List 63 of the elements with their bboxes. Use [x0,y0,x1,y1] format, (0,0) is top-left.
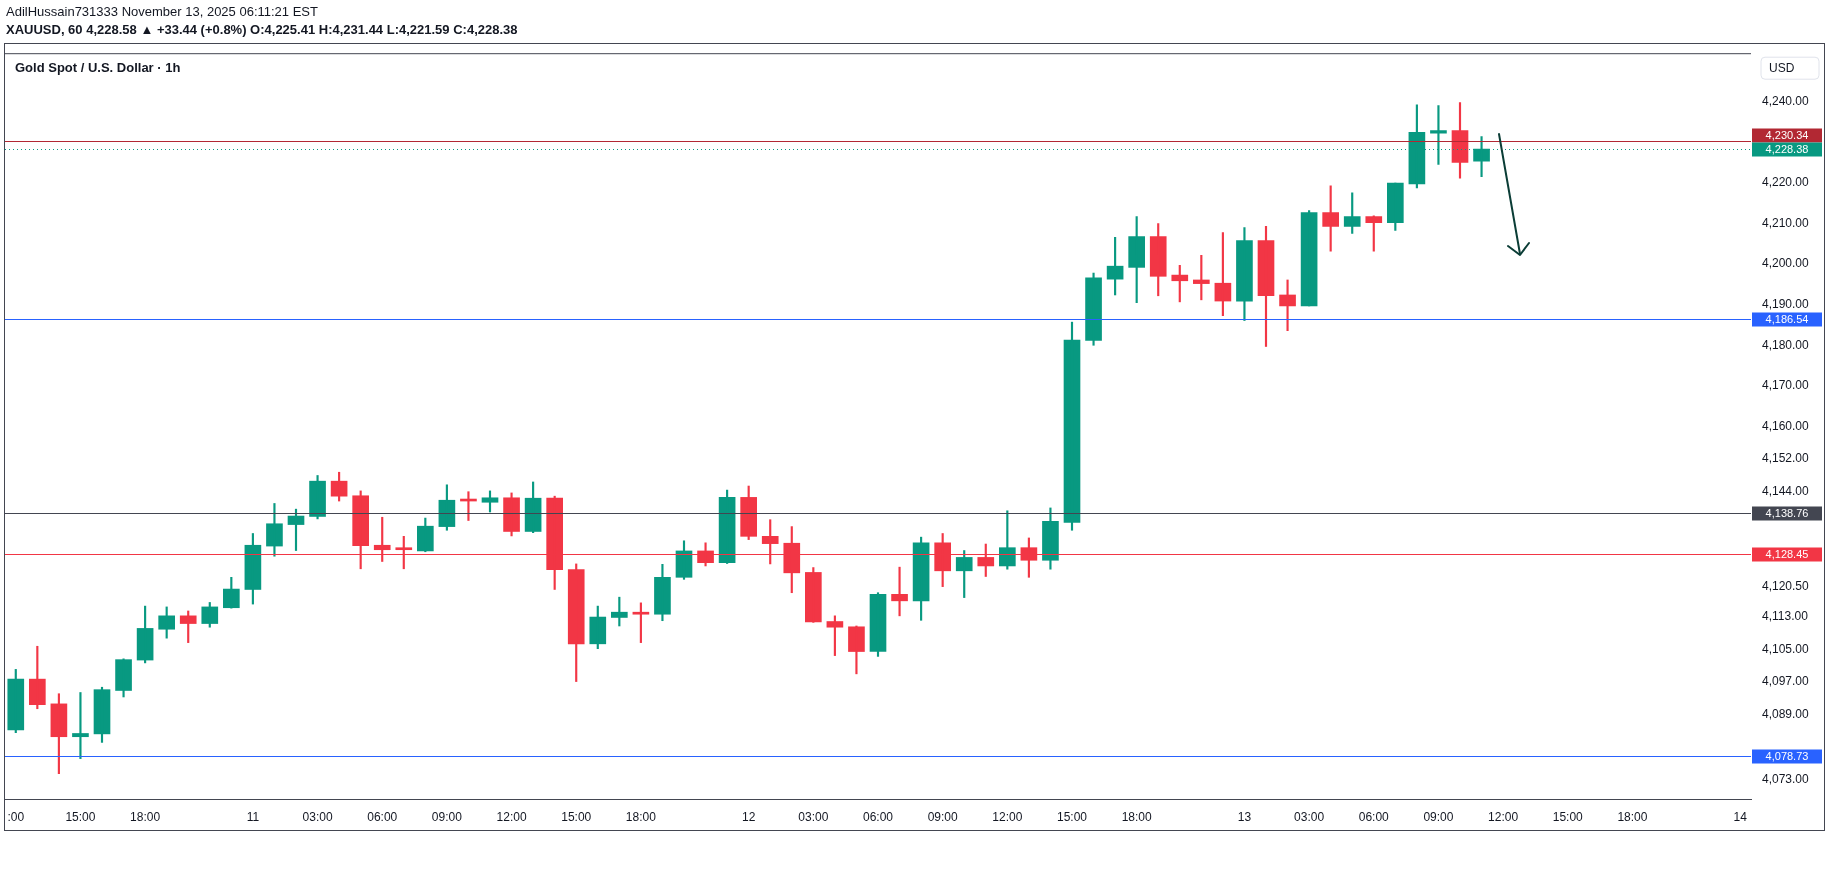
candlestick [1365,215,1383,252]
x-tick-label: 06:00 [367,810,398,825]
x-tick-label: 12:00 [1488,810,1519,825]
candlestick [632,602,650,643]
x-tick-label: 13 [1237,810,1252,825]
x-tick-label: 18:00 [1617,810,1648,825]
y-tick-label: 4,210.00 [1762,215,1810,230]
y-tick-label: 4,152.00 [1762,451,1810,466]
y-tick-label: 4,160.00 [1762,418,1810,433]
x-tick-label: 14 [1733,810,1748,825]
ref-line-label: 4,228.38 [1765,142,1809,155]
candlestick [955,550,973,598]
x-tick-label: 09:00 [927,810,959,825]
y-axis-title: USD [1769,60,1795,75]
y-tick-label: 4,105.00 [1762,641,1810,656]
candlestick [1343,192,1361,234]
x-tick-label: 15:00 [561,810,592,825]
candlestick [158,606,175,639]
x-tick-label: :00 [7,810,25,825]
x-tick-label: 18:00 [625,810,657,825]
candlestick [567,563,585,682]
x-tick-label: 18:00 [1121,810,1153,825]
candlestick [826,615,844,656]
x-tick-label: 03:00 [1294,810,1325,825]
ref-line-label: 4,078.73 [1765,749,1809,762]
x-tick-label: 03:00 [798,810,829,825]
y-tick-label: 4,120.50 [1762,578,1810,593]
y-tick-label: 4,097.00 [1762,674,1810,689]
text: Gold Spot / U.S. Dollar · 1h [15,59,181,75]
y-tick-label: 4,180.00 [1762,337,1810,352]
y-tick-label: 4,190.00 [1762,297,1810,312]
ref-line-label: 4,128.45 [1765,547,1809,560]
candlestick [1322,185,1339,252]
x-tick-label: 09:00 [1423,810,1454,825]
x-tick-label: 11 [246,810,260,825]
x-tick-label: 15:00 [1056,810,1088,825]
y-tick-label: 4,089.00 [1762,706,1810,721]
ref-line-label: 4,186.54 [1765,312,1809,325]
x-tick-label: 06:00 [1358,810,1390,825]
y-tick-label: 4,170.00 [1762,378,1810,393]
ref-line-label: 4,230.34 [1765,128,1809,141]
x-tick-label: 09:00 [431,810,463,825]
y-tick-label: 4,144.00 [1762,483,1810,498]
text: AdilHussain731333 November 13, 2025 06:11:21 EST [6,3,319,21]
ref-line-label: 4,138.76 [1765,506,1809,519]
y-tick-label: 4,220.00 [1762,175,1810,190]
x-tick-label: 12:00 [496,810,527,825]
candlestick [611,596,628,627]
x-tick-label: 06:00 [862,810,894,825]
x-tick-label: 03:00 [302,810,333,825]
y-tick-label: 4,240.00 [1762,94,1810,109]
x-tick-label: 15:00 [1552,810,1584,825]
y-tick-label: 4,200.00 [1762,256,1810,271]
x-tick-label: 15:00 [65,810,96,825]
x-tick-label: 12:00 [992,810,1023,825]
x-tick-label: 12 [741,810,756,825]
candlestick [1149,223,1167,297]
x-tick-label: 18:00 [130,810,161,825]
chart-subtitle: XAUUSD, 60 4,228.58 ▲ +33.44 (+0.8%) O:4,225.41 H:4,231.44 L:4,221.59 C:4,228.38 [6,21,518,39]
candlestick [805,567,822,623]
y-tick-label: 4,073.00 [1762,771,1810,786]
y-tick-label: 4,113.00 [1762,609,1809,624]
candlestick [1128,216,1145,304]
